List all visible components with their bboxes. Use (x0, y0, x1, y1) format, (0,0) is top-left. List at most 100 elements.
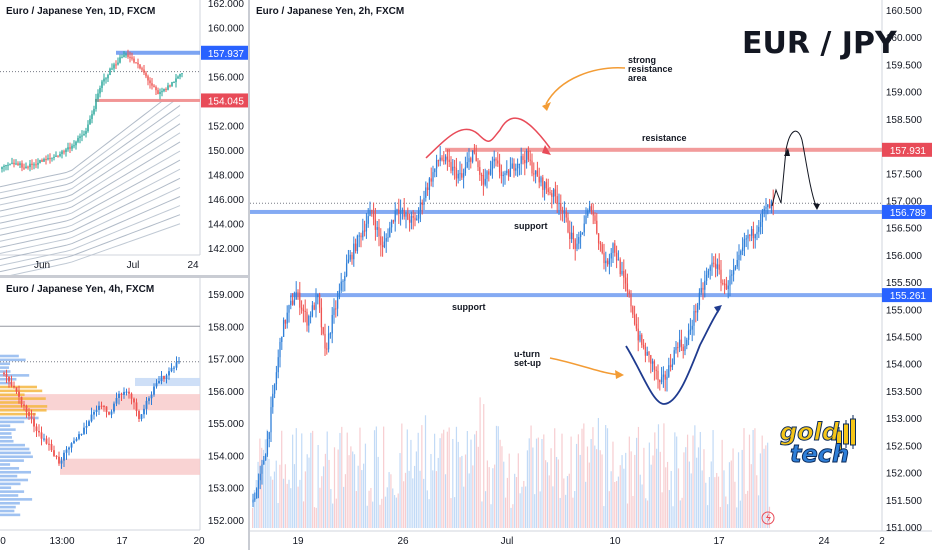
h4-volume-profile-bar (0, 470, 32, 474)
candle-body (587, 210, 589, 216)
candle-body (385, 238, 387, 242)
candle-body (331, 314, 333, 334)
daily-price-tag[interactable] (201, 45, 248, 60)
volume-bar (375, 426, 377, 528)
candle-body (175, 78, 177, 83)
main-y-tick-label: 155.000 (886, 305, 923, 316)
candle-body (677, 347, 679, 349)
candle-body (133, 398, 135, 403)
candle-body (175, 362, 178, 368)
candle-body (615, 252, 618, 261)
volume-bar (767, 442, 769, 528)
candle-body (497, 160, 499, 164)
price-tag-support-upper[interactable] (882, 204, 932, 219)
volume-bar (495, 425, 498, 528)
volume-bar (728, 462, 731, 528)
volume-bar (386, 487, 388, 528)
candle-body (614, 243, 616, 253)
candle-body (43, 159, 45, 162)
candle-body (349, 254, 351, 260)
h4-volume-profile-bar (0, 424, 11, 428)
main-chart-panel[interactable]: 160.500160.000159.500159.000158.500158.0… (250, 0, 932, 550)
daily-ma-line (0, 100, 180, 188)
h4-upper-zone[interactable] (0, 394, 200, 411)
volume-bar (390, 474, 392, 528)
resistance-level-line[interactable] (445, 147, 882, 152)
candle-body (345, 263, 348, 276)
candle-body (738, 254, 740, 261)
price-tag-support-lower[interactable] (882, 288, 932, 303)
volume-bar (617, 476, 620, 528)
volume-bar (483, 404, 485, 528)
support-lower-level-line[interactable] (290, 293, 882, 298)
candle-body (47, 158, 49, 160)
h4-y-tick-label: 158.000 (208, 322, 245, 333)
candle-body (73, 145, 75, 147)
candle-body (599, 243, 602, 245)
candle-body (158, 381, 160, 384)
volume-bar (324, 453, 326, 528)
volume-bar (459, 457, 461, 528)
uturn-label: set-up (514, 358, 542, 368)
main-x-tick-label: Jul (501, 536, 514, 547)
alert-lightning-icon[interactable] (761, 511, 775, 525)
candle-body (43, 438, 45, 440)
volume-bar (417, 432, 419, 528)
main-y-tick-label: 159.000 (886, 88, 923, 99)
volume-bar (308, 457, 310, 528)
candle-body (293, 299, 296, 305)
main-y-tick-label: 153.000 (886, 414, 923, 425)
daily-price-tag[interactable] (201, 93, 248, 108)
candle-body (338, 290, 341, 298)
daily-ma-line (0, 141, 181, 224)
candle-body (450, 162, 452, 171)
candle-body (363, 230, 366, 232)
candle-body (63, 151, 65, 153)
candle-body (525, 151, 528, 164)
candle-body (83, 133, 85, 136)
uturn-arrow (549, 357, 623, 376)
panel-separator-vertical[interactable] (248, 0, 250, 550)
volume-bar (666, 461, 669, 528)
daily-chart-panel[interactable]: 162.000160.000158.000156.000154.000152.0… (0, 0, 248, 275)
daily-resistance-line[interactable] (116, 50, 200, 55)
resistance-label: resistance (642, 133, 687, 143)
candle-body (318, 294, 321, 308)
h4-lower-zone[interactable] (60, 458, 200, 475)
candle-body (10, 381, 13, 386)
panel-separator-horizontal[interactable] (0, 275, 248, 278)
price-tag-resistance[interactable] (882, 142, 932, 157)
candle-body (336, 297, 339, 309)
support-upper-label: support (514, 221, 548, 231)
h4-volume-profile-bar (0, 416, 39, 420)
candle-body (716, 264, 719, 269)
candle-body (160, 375, 163, 382)
candle-body (3, 373, 5, 375)
h4-chart-panel[interactable]: 159.000 158.000 157.000 156.000 155.000 154.0… (0, 278, 248, 550)
volume-bar (550, 448, 552, 528)
candle-body (290, 300, 292, 306)
candle-body (369, 210, 371, 217)
volume-bar (335, 498, 337, 528)
candle-body (383, 241, 386, 247)
candle-body (452, 166, 454, 171)
candle-body (18, 391, 20, 397)
volume-bar (737, 452, 740, 528)
volume-bar (315, 507, 317, 528)
main-x-tick-label: 19 (292, 536, 304, 547)
candle-body (272, 393, 274, 408)
daily-support-line[interactable] (95, 98, 200, 102)
candle-body (392, 220, 395, 222)
candle-body (109, 68, 111, 75)
h4-y-tick-label: 156.000 (208, 387, 245, 398)
candle-body (157, 90, 159, 94)
h4-y-tick-label: 152.000 (208, 516, 245, 527)
volume-bar (413, 465, 416, 528)
main-price-axis[interactable] (882, 0, 932, 550)
candle-body (669, 365, 672, 368)
main-y-tick-label: 153.500 (886, 387, 923, 398)
candle-body (651, 361, 654, 364)
h4-blue-zone[interactable] (135, 377, 200, 387)
daily-x-tick-label: 24 (187, 260, 199, 271)
candle-body (506, 170, 508, 174)
